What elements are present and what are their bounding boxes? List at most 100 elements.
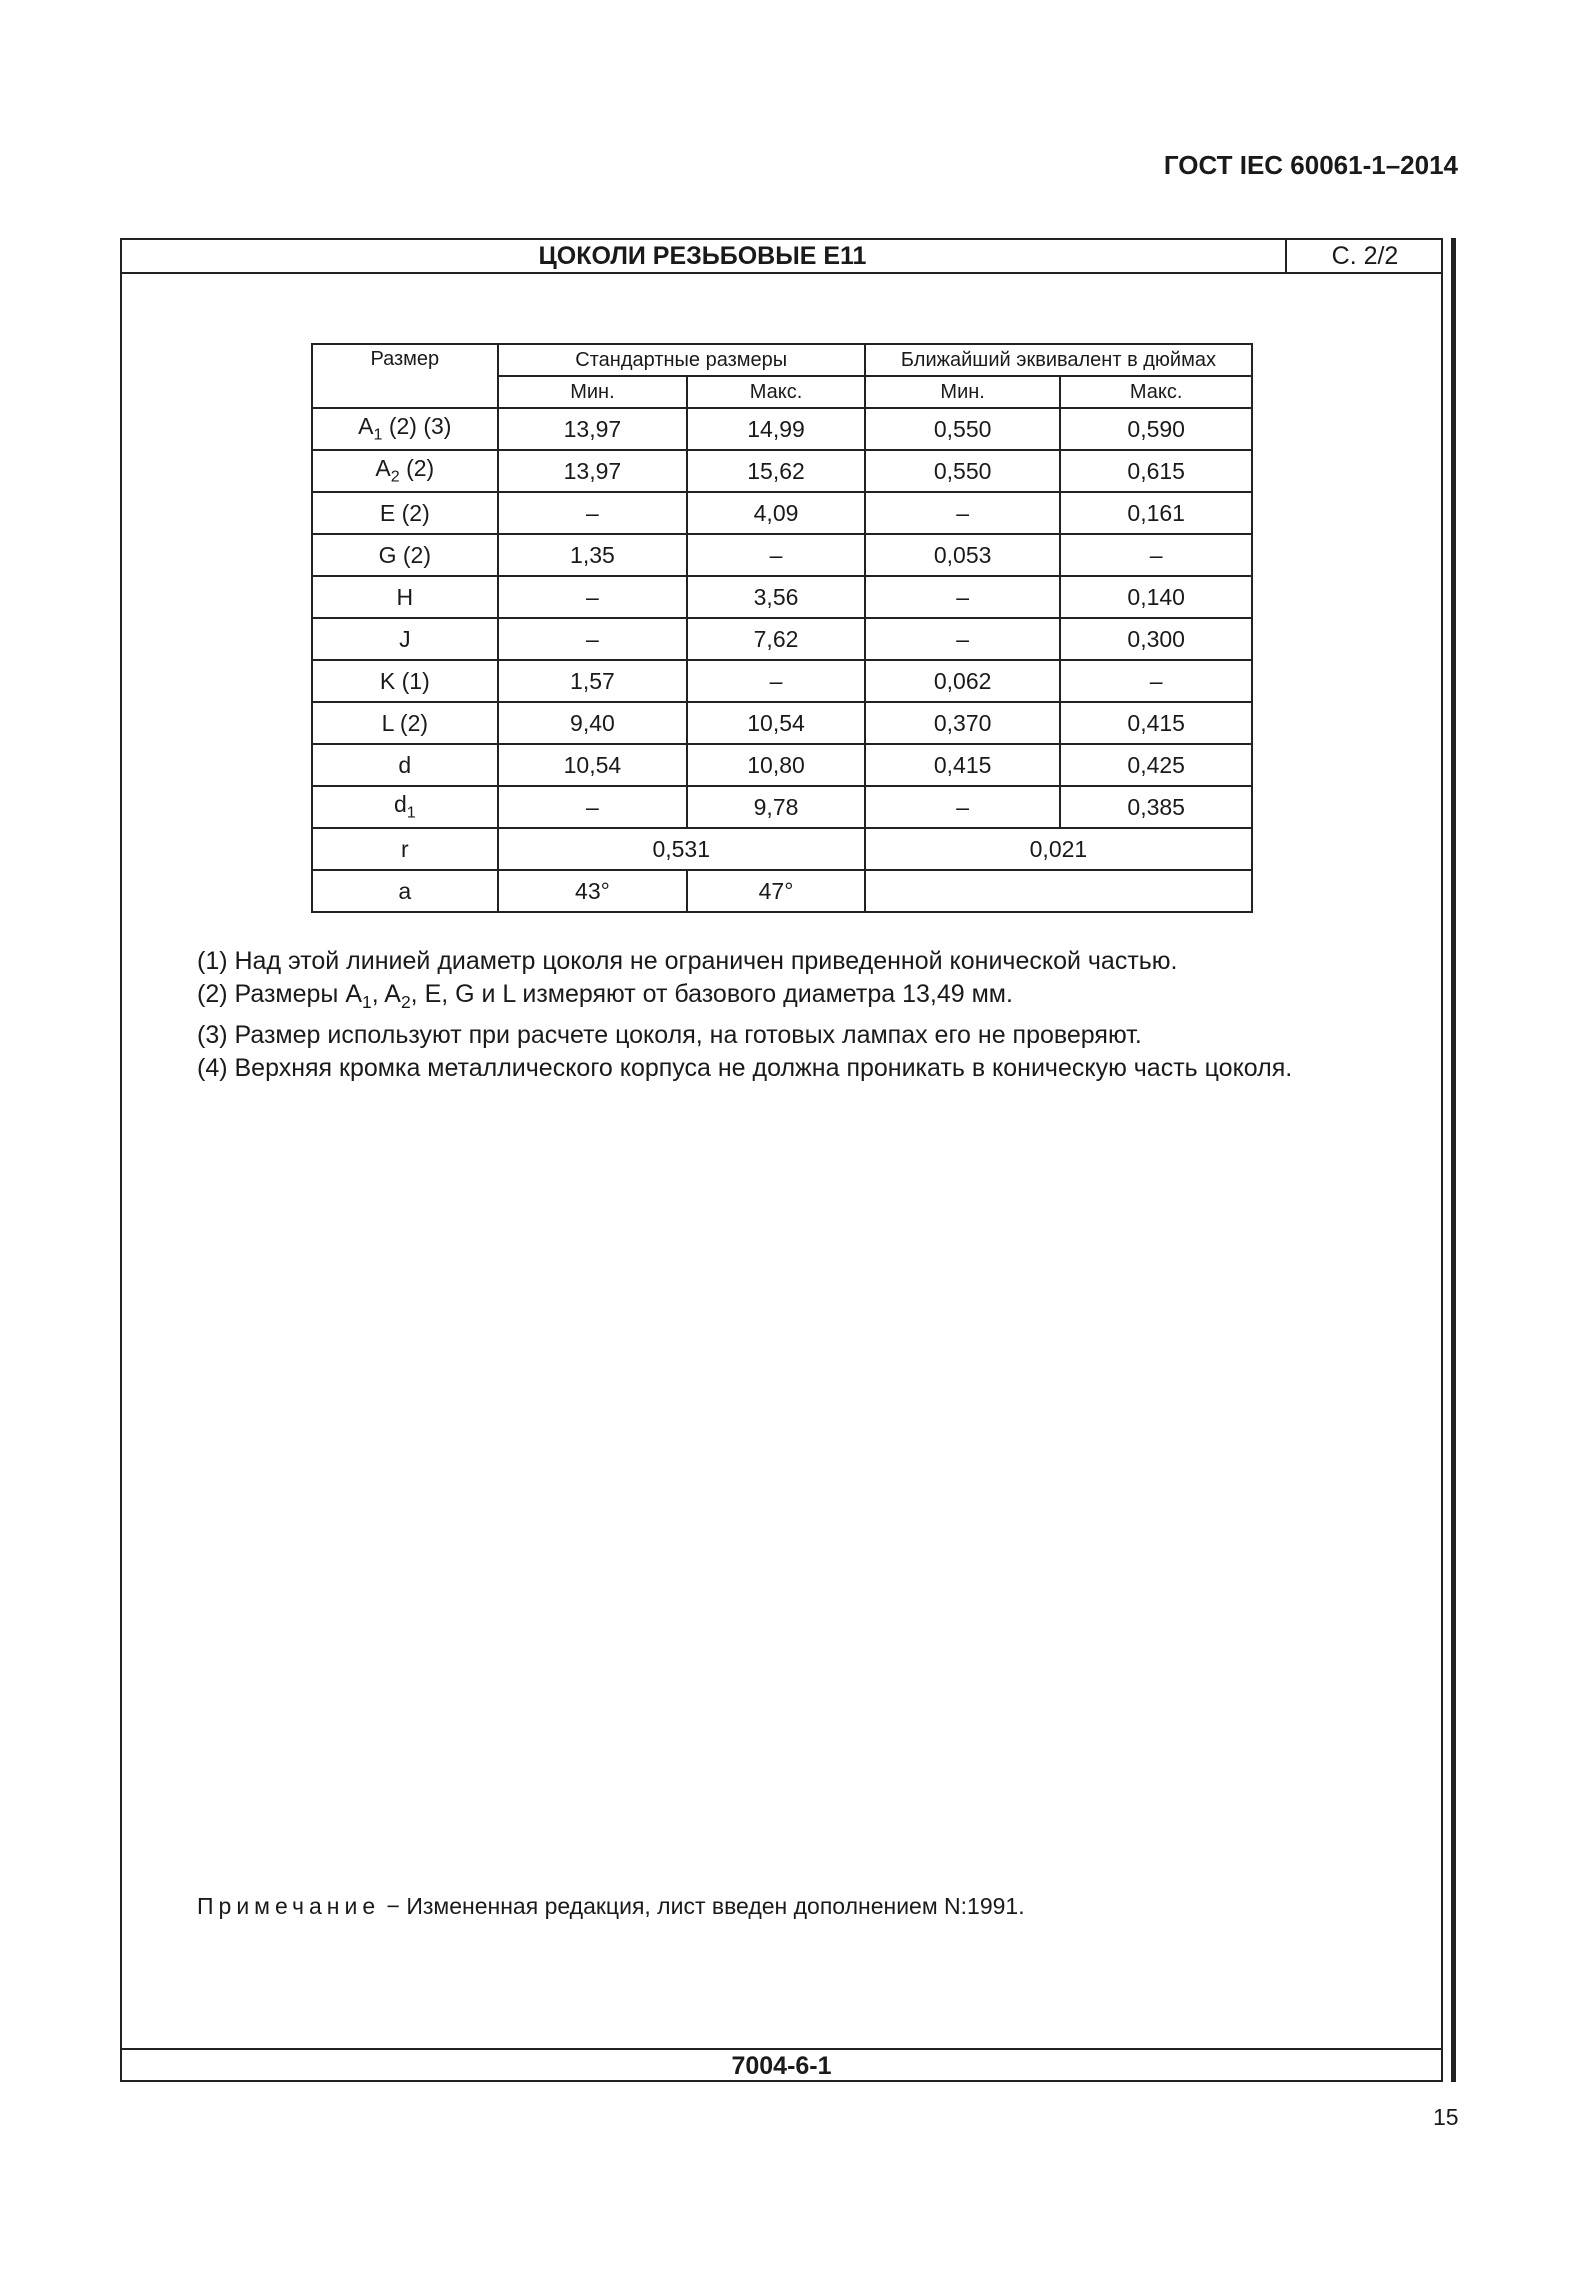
table-row: L (2) 9,40 10,54 0,370 0,415 <box>311 701 1253 745</box>
label-text: r <box>400 835 409 862</box>
row-label: a <box>311 869 499 913</box>
table-cell: 0,385 <box>1059 785 1253 829</box>
table-cell: 0,531 <box>496 827 866 871</box>
table-cell: 9,78 <box>686 785 866 829</box>
table-row: E (2) –4,09–0,161 <box>311 491 1253 535</box>
remark-text: − Измененная редакция, лист введен допол… <box>380 1893 1025 1919</box>
table-cell: 0,300 <box>1059 617 1253 661</box>
subscript: 1 <box>406 803 416 822</box>
row-label: G (2) <box>311 533 499 577</box>
page-number: 15 <box>1433 2104 1459 2130</box>
table-cell: 13,97 <box>496 407 689 451</box>
table-cell: 0,140 <box>1059 575 1253 619</box>
label-text: d <box>393 791 407 818</box>
table-cell: 1,35 <box>496 533 689 577</box>
table-cell: 10,80 <box>686 743 866 787</box>
table-row: G (2) 1,35–0,053– <box>311 533 1253 577</box>
footnotes: (1) Над этой линией диаметр цоколя не ог… <box>197 945 1292 1085</box>
table-cell: – <box>496 785 689 829</box>
table-row: K (1) 1,57–0,062– <box>311 659 1253 703</box>
header-inches: Ближайший эквивалент в дюймах <box>863 343 1254 377</box>
footnote-4: (4) Верхняя кромка металлического корпус… <box>197 1054 1293 1082</box>
row-label: H <box>311 575 499 619</box>
table-cell: 10,54 <box>686 701 866 745</box>
sheet-frame <box>120 238 1443 2082</box>
table-cell: – <box>1059 659 1253 703</box>
table-cell: – <box>863 491 1062 535</box>
label-text: A <box>375 455 391 482</box>
table-cell: – <box>496 575 689 619</box>
row-label: r <box>311 827 499 871</box>
footnote-text: , A <box>371 980 401 1008</box>
subscript: 1 <box>373 425 383 444</box>
table-cell: 0,550 <box>863 407 1062 451</box>
row-label: d <box>311 743 499 787</box>
label-text: d <box>398 751 412 778</box>
subscript: 1 <box>362 992 372 1012</box>
label-text: J <box>399 625 411 652</box>
frame-thick-border <box>1451 238 1456 2082</box>
table-cell: 0,161 <box>1059 491 1253 535</box>
table-row: r 0,531 0,021 <box>311 827 1254 871</box>
remark: Примечание − Измененная редакция, лист в… <box>197 1893 1025 1920</box>
table-cell: 9,40 <box>496 701 689 745</box>
table-row: a 43° 47° <box>311 869 1254 913</box>
table-row: J –7,62–0,300 <box>311 617 1253 661</box>
label-suffix: (2) <box>399 455 435 482</box>
table-cell: 0,615 <box>1059 449 1253 493</box>
label-text: a <box>398 877 412 904</box>
table-subheader-row: Мин. Макс. Мин. Макс. <box>312 375 1253 409</box>
header-min: Мин. <box>863 375 1062 409</box>
header-standard: Стандартные размеры <box>496 343 866 377</box>
label-text: L (2) <box>381 709 429 736</box>
table-cell: 0,415 <box>1059 701 1253 745</box>
table-cell: 4,09 <box>686 491 866 535</box>
footnote-3: (3) Размер используют при расчете цоколя… <box>197 1021 1142 1049</box>
table-row: d 10,54 10,80 0,415 0,425 <box>311 743 1253 787</box>
label-suffix: (2) (3) <box>382 413 452 440</box>
row-label: E (2) <box>311 491 499 535</box>
footnote-text: , E, G и L измеряют от базового диаметра… <box>410 980 1013 1008</box>
table-cell: 0,590 <box>1059 407 1253 451</box>
table-cell: 0,053 <box>863 533 1062 577</box>
table-cell: 7,62 <box>686 617 866 661</box>
footer-code: 7004-6-1 <box>731 2052 832 2080</box>
sheet-title: ЦОКОЛИ РЕЗЬБОВЫЕ E11 <box>538 242 867 270</box>
row-label: J <box>311 617 499 661</box>
table-cell: 3,56 <box>686 575 866 619</box>
label-text: G (2) <box>378 541 431 568</box>
header-cell-divider <box>1285 238 1287 273</box>
remark-label: Примечание <box>197 1893 381 1919</box>
label-text: H <box>396 583 414 610</box>
table-cell: 43° <box>496 869 689 913</box>
table-cell: 14,99 <box>686 407 866 451</box>
table-cell: – <box>686 533 866 577</box>
footnote-1: (1) Над этой линией диаметр цоколя не ог… <box>197 947 1178 975</box>
footer-divider <box>120 2048 1443 2050</box>
table-cell: 0,425 <box>1059 743 1253 787</box>
table-cell: – <box>496 491 689 535</box>
table-cell: 0,062 <box>863 659 1062 703</box>
table-row: A2 (2) 13,97 15,62 0,550 0,615 <box>311 449 1253 493</box>
label-text: E (2) <box>379 499 430 526</box>
table-cell: 13,97 <box>496 449 689 493</box>
table-cell: 0,550 <box>863 449 1062 493</box>
table-cell: 10,54 <box>496 743 689 787</box>
header-max: Макс. <box>1059 375 1253 409</box>
table-cell: – <box>496 617 689 661</box>
table-cell <box>863 869 1254 913</box>
label-text: K (1) <box>379 667 430 694</box>
table-row: H –3,56–0,140 <box>311 575 1253 619</box>
table-cell: 15,62 <box>686 449 866 493</box>
table-cell: – <box>863 617 1062 661</box>
table-cell: – <box>863 575 1062 619</box>
row-label: A1 (2) (3) <box>311 407 499 451</box>
table-header-row: Размер Стандартные размеры Ближайший экв… <box>311 343 1254 409</box>
table-cell: – <box>686 659 866 703</box>
row-label: d1 <box>311 785 499 829</box>
subscript: 2 <box>400 992 411 1012</box>
table-row: A1 (2) (3) 13,97 14,99 0,550 0,590 <box>311 407 1253 451</box>
header-size: Размер <box>311 343 499 409</box>
document-code: ГОСТ IEC 60061-1–2014 <box>1163 150 1458 180</box>
dimensions-table: Размер Стандартные размеры Ближайший экв… <box>311 343 1254 913</box>
